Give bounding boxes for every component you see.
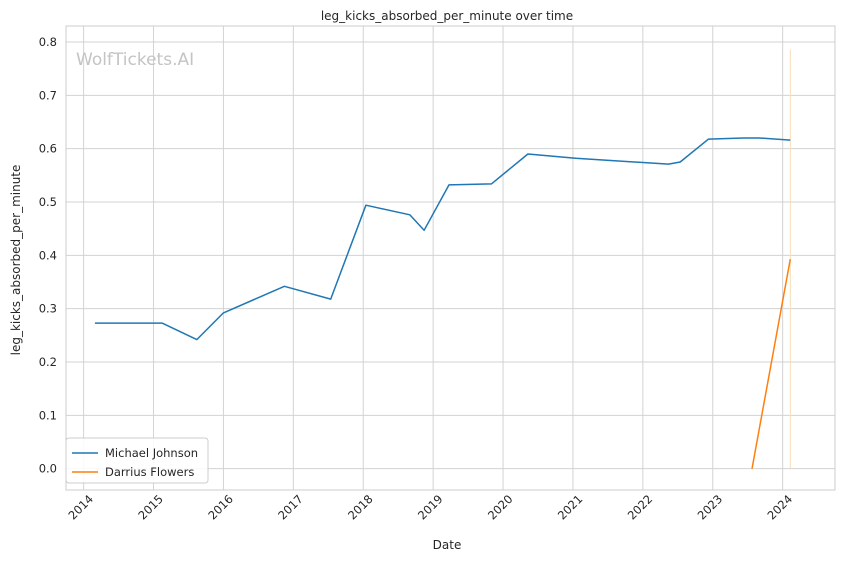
x-tick-label: 2017 [275, 492, 306, 523]
watermark-text: WolfTickets.AI [76, 50, 194, 70]
x-tick-label: 2021 [555, 492, 586, 523]
x-tick-label: 2014 [65, 492, 96, 523]
y-tick-labels: 0.0 0.1 0.2 0.3 0.4 0.5 0.6 0.7 0.8 [39, 35, 57, 476]
x-tick-label: 2022 [625, 492, 656, 523]
legend: Michael Johnson Darrius Flowers [65, 437, 209, 484]
y-tick-label: 0.1 [39, 408, 57, 422]
x-tick-label: 2024 [765, 492, 796, 523]
legend-label: Michael Johnson [105, 446, 198, 460]
plot-area-border [65, 25, 836, 491]
y-tick-label: 0.8 [39, 35, 57, 49]
legend-box [65, 437, 209, 484]
x-tick-label: 2023 [695, 492, 726, 523]
x-tick-label: 2019 [415, 492, 446, 523]
y-tick-label: 0.6 [39, 142, 57, 156]
series-lines [94, 137, 792, 469]
x-tick-label: 2015 [135, 492, 166, 523]
y-tick-label: 0.5 [39, 195, 57, 209]
y-tick-label: 0.2 [39, 355, 57, 369]
grid-lines [66, 26, 835, 490]
series-line-1 [751, 258, 792, 469]
series-line-0 [94, 137, 791, 341]
y-tick-label: 0.4 [39, 248, 57, 262]
legend-label: Darrius Flowers [105, 465, 194, 479]
x-tick-labels: 2014 2015 2016 2017 2018 2019 2020 2021 2022 2023… [65, 492, 795, 523]
chart-title: leg_kicks_absorbed_per_minute over time [321, 9, 573, 23]
x-axis-label: Date [433, 538, 462, 552]
y-tick-label: 0.7 [39, 88, 57, 102]
y-tick-label: 0.0 [39, 462, 57, 476]
y-axis-label: leg_kicks_absorbed_per_minute [9, 165, 23, 356]
x-tick-label: 2018 [345, 492, 376, 523]
y-tick-label: 0.3 [39, 302, 57, 316]
x-tick-label: 2020 [485, 492, 516, 523]
x-tick-label: 2016 [205, 492, 236, 523]
